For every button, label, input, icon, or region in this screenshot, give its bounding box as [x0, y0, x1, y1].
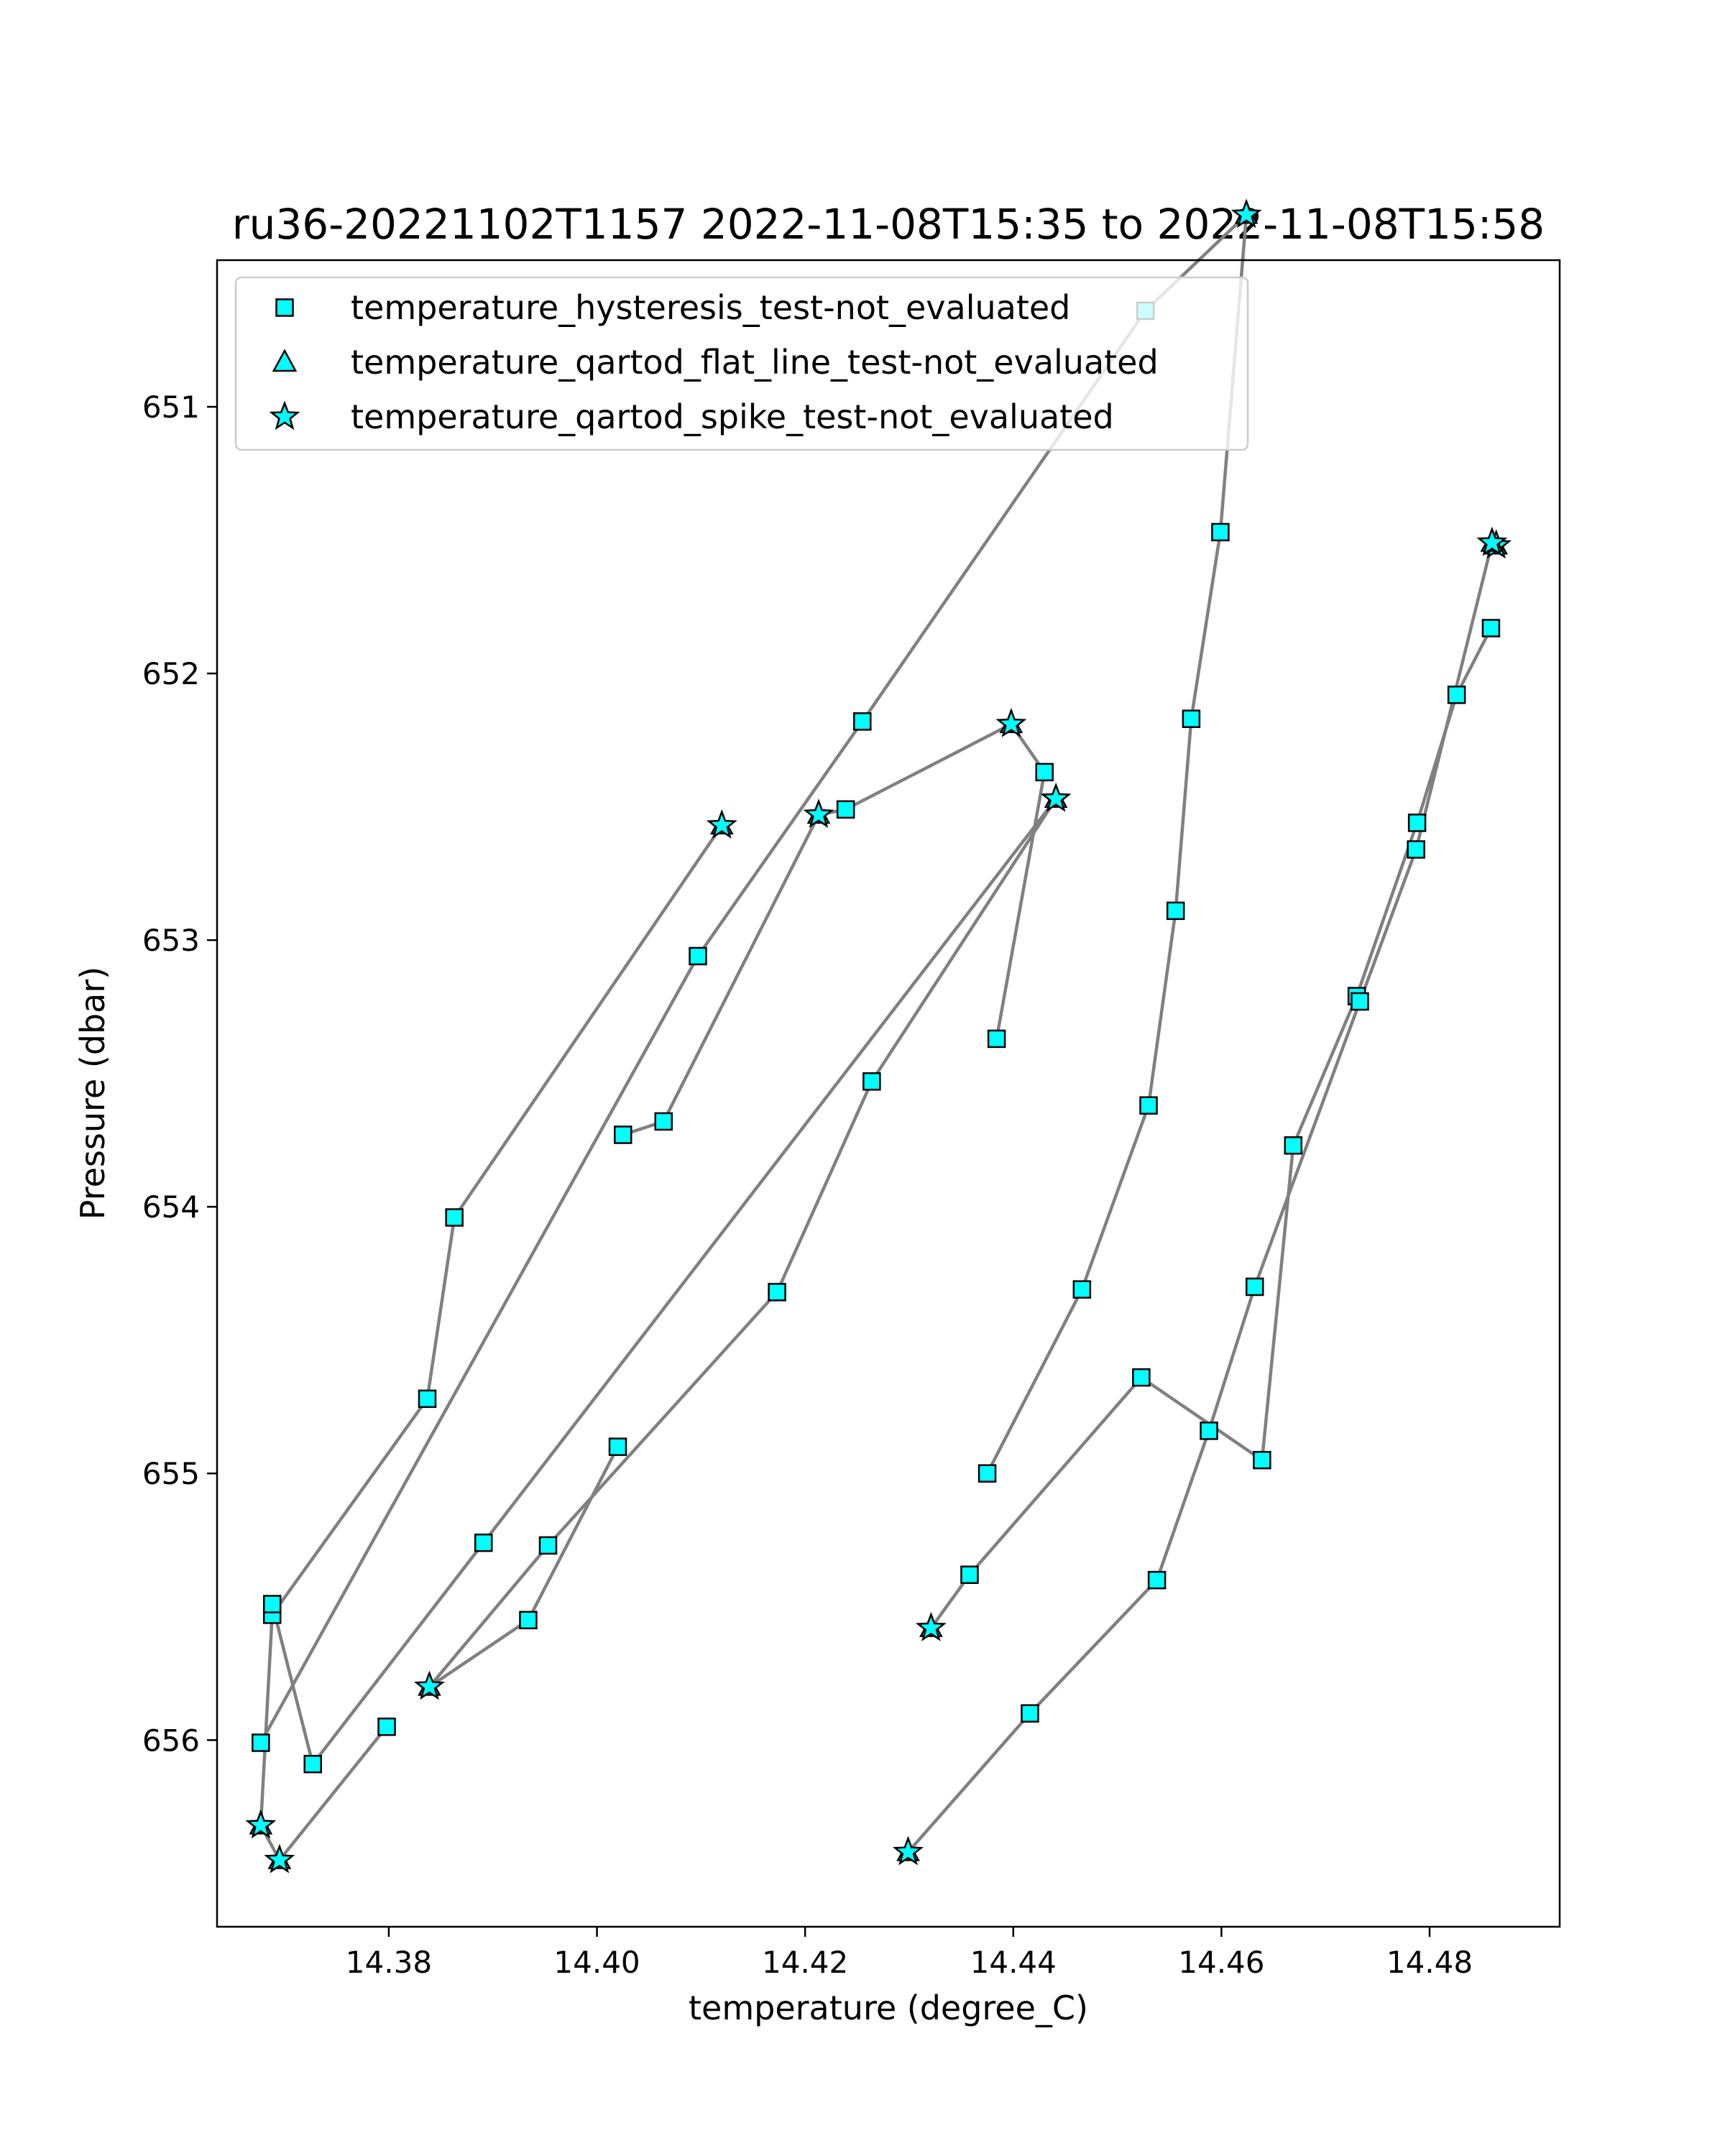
data-point-square	[689, 946, 707, 966]
data-point-square	[445, 1208, 464, 1227]
data-point-square	[987, 1029, 1006, 1049]
data-point-square	[1211, 522, 1230, 542]
data-point-square	[1351, 992, 1369, 1011]
x-tick-label: 14.42	[762, 1945, 848, 1980]
data-point-square	[1245, 1277, 1264, 1296]
legend-marker-star	[269, 400, 300, 430]
data-point-star	[245, 1809, 277, 1839]
data-point-square	[1200, 1422, 1218, 1440]
data-point-star	[995, 708, 1027, 737]
data-point-square	[1132, 1368, 1151, 1387]
x-tick-label: 14.44	[970, 1945, 1057, 1980]
x-axis: 14.38 14.40 14.42 14.44 14.46 14.48	[346, 1927, 1473, 1980]
data-point-square	[519, 1611, 538, 1630]
data-point-square	[262, 1595, 282, 1613]
data-point-square	[1481, 619, 1501, 637]
data-point-star	[1230, 198, 1262, 229]
x-axis-label: temperature (degree_C)	[689, 1989, 1088, 2027]
data-point-square	[303, 1754, 322, 1774]
data-point-square	[1447, 686, 1466, 704]
legend-label: temperature_qartod_spike_test-not_evalua…	[351, 397, 1114, 436]
data-point-square	[613, 1125, 632, 1144]
chart-title: ru36-20221102T1157 2022-11-08T15:35 to 2…	[232, 200, 1545, 249]
x-tick-label: 14.48	[1386, 1945, 1473, 1980]
y-tick-label: 652	[142, 656, 200, 691]
legend: temperature_hysteresis_test-not_evaluate…	[234, 276, 1249, 451]
data-point-square	[1166, 901, 1185, 921]
data-point-star	[892, 1835, 924, 1866]
legend-marker-triangle	[272, 349, 298, 372]
data-point-square	[978, 1464, 997, 1483]
data-point-square	[1407, 814, 1427, 832]
data-point-square	[960, 1565, 979, 1584]
x-tick-label: 14.38	[346, 1945, 432, 1980]
y-tick-label: 653	[142, 923, 200, 958]
data-point-square	[252, 1733, 270, 1752]
y-tick-label: 655	[142, 1456, 200, 1491]
x-tick-label: 14.46	[1178, 1945, 1264, 1980]
y-tick-label: 656	[142, 1723, 200, 1758]
plot-frame	[216, 259, 1561, 1928]
legend-label: temperature_qartod_flat_line_test-not_ev…	[351, 343, 1159, 382]
data-point-square	[768, 1283, 786, 1302]
data-point-star	[413, 1670, 445, 1700]
x-tick-label: 14.40	[553, 1945, 640, 1980]
data-point-square	[1021, 1704, 1039, 1723]
y-axis: 651 652 653 654 655 656	[142, 390, 217, 1758]
data-point-star	[1040, 782, 1072, 812]
data-point-square	[1147, 1570, 1167, 1590]
data-point-star	[1476, 526, 1508, 556]
data-point-square	[1139, 1096, 1158, 1115]
data-point-star	[915, 1611, 947, 1641]
data-point-square	[853, 712, 872, 731]
data-point-square	[654, 1112, 673, 1131]
y-tick-label: 654	[142, 1189, 200, 1225]
data-point-square	[538, 1536, 558, 1555]
data-point-square	[1035, 763, 1054, 782]
legend-marker-square	[275, 298, 294, 317]
y-tick-label: 651	[142, 390, 200, 425]
data-point-square	[1284, 1136, 1303, 1155]
series-line-segment	[270, 797, 1058, 1766]
data-point-square	[1253, 1450, 1271, 1470]
data-point-square	[418, 1389, 437, 1409]
data-point-square	[862, 1072, 881, 1091]
y-axis-label: Pressure (dbar)	[73, 967, 112, 1220]
data-point-square	[377, 1717, 396, 1736]
data-point-square	[608, 1437, 627, 1456]
data-point-star	[264, 1843, 295, 1874]
data-point-square	[1072, 1280, 1092, 1299]
data-point-square	[1407, 840, 1425, 859]
data-point-star	[706, 809, 737, 839]
plot-area	[245, 198, 1512, 1874]
legend-frame	[234, 276, 1249, 451]
data-point-square	[836, 800, 855, 819]
data-point-square	[1182, 709, 1201, 728]
legend-label: temperature_hysteresis_test-not_evaluate…	[351, 288, 1070, 327]
data-point-square	[474, 1533, 493, 1552]
data-point-star	[803, 798, 834, 828]
